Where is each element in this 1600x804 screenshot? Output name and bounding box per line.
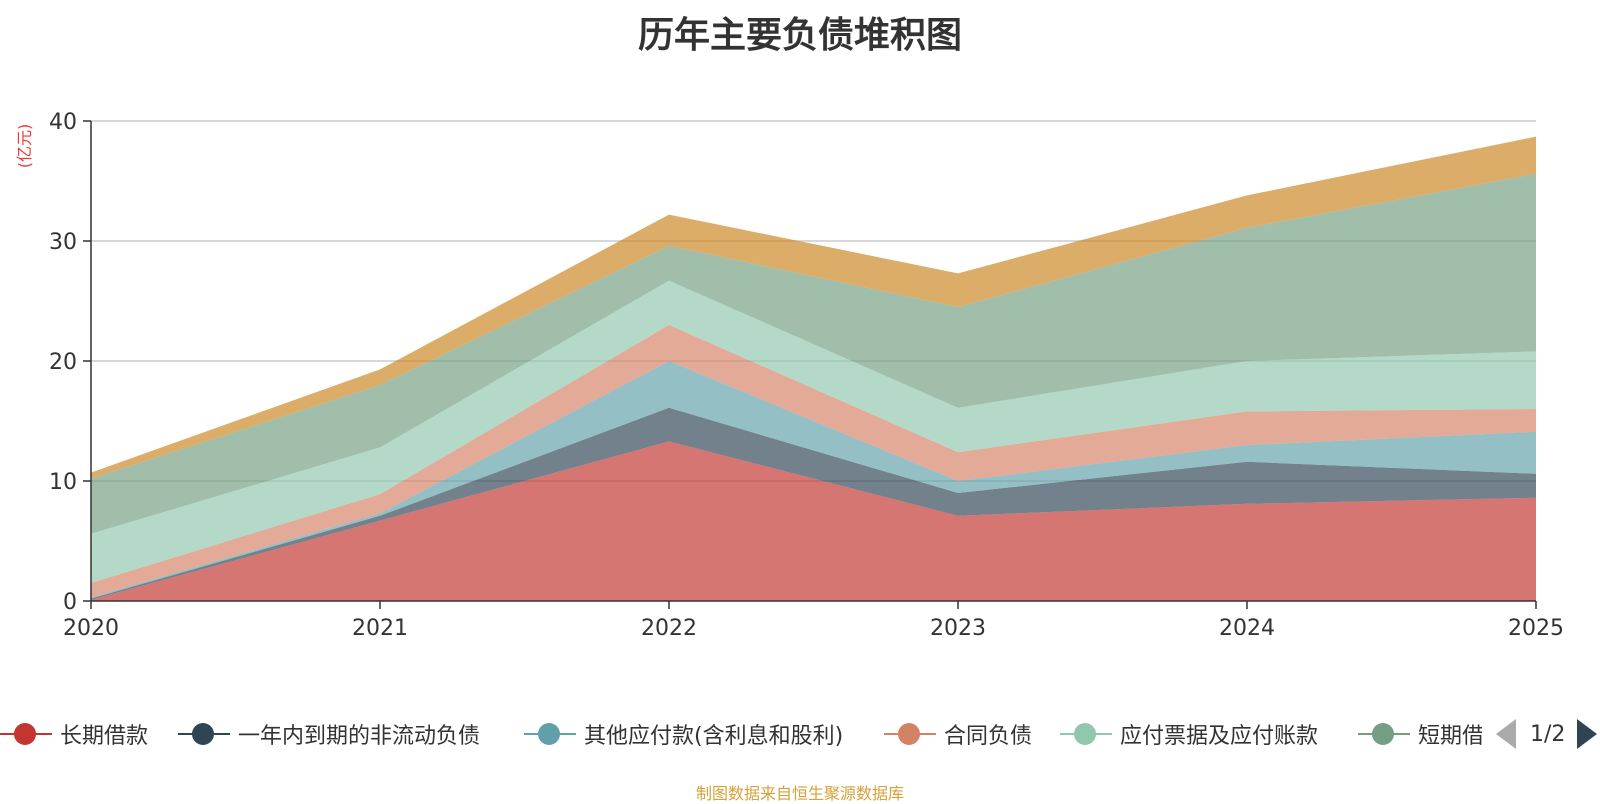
legend-item-current-noncurrent-liabilities[interactable]: 一年内到期的非流动负债 [178,714,480,754]
legend-label: 长期借款 [60,724,149,749]
legend-marker-icon [524,714,576,754]
legend-item-short-term-loans[interactable]: 短期借款 [1358,714,1482,754]
legend-label: 合同负债 [944,724,1033,749]
x-tick-label: 2020 [63,616,119,641]
stacked-area-chart: 0 10 20 30 40 2020 2021 2022 2023 2024 2025 (亿元) [15,110,1564,641]
legend-label: 其他应付款(含利息和股利) [584,724,844,749]
legend-prev-page-icon[interactable] [1496,719,1516,749]
x-tick-label: 2021 [352,616,408,641]
x-tick-label: 2023 [930,616,986,641]
area-series-1[interactable] [91,407,1536,600]
legend-marker-icon [884,714,936,754]
area-series-0[interactable] [91,441,1536,601]
chart-title: 历年主要负债堆积图 [637,15,962,56]
area-series [91,136,1536,601]
legend-item-notes-accounts-payable[interactable]: 应付票据及应付账款 [1060,714,1318,754]
x-tick-label: 2024 [1219,616,1275,641]
legend-page-indicator: 1/2 [1530,721,1566,747]
legend-pager: 1/2 [1496,714,1598,754]
legend-marker-icon [178,714,230,754]
legend-next-page-icon[interactable] [1577,719,1598,749]
legend-item-other-payables[interactable]: 其他应付款(含利息和股利) [524,714,843,754]
y-axis-label: (亿元) [15,124,34,169]
legend-label: 短期借款 [1418,724,1482,749]
legend-label: 一年内到期的非流动负债 [238,724,481,749]
data-source-note: 制图数据来自恒生聚源数据库 [695,784,904,803]
legend-item-long-term-loans[interactable]: 长期借款 [0,714,148,754]
axes: 0 10 20 30 40 2020 2021 2022 2023 2024 2025 [49,110,1564,641]
area-series-6[interactable] [91,136,1536,479]
y-tick-label: 10 [49,470,77,495]
y-tick-label: 20 [49,350,77,375]
x-tick-label: 2025 [1508,616,1564,641]
legend-marker-icon [1358,714,1410,754]
legend-marker-icon [0,714,52,754]
x-tick-label: 2022 [641,616,697,641]
legend-marker-icon [1060,714,1112,754]
y-tick-label: 40 [49,110,77,135]
legend: 长期借款 一年内到期的非流动负债 其他应付款(含利息和股利) 合同负债 应付票据… [0,714,1600,754]
y-tick-label: 0 [63,590,77,615]
y-tick-label: 30 [49,230,77,255]
legend-label: 应付票据及应付账款 [1120,724,1319,749]
legend-item-contract-liabilities[interactable]: 合同负债 [884,714,1032,754]
area-series-5[interactable] [91,173,1536,534]
legend-items: 长期借款 一年内到期的非流动负债 其他应付款(含利息和股利) 合同负债 应付票据… [0,714,1482,754]
